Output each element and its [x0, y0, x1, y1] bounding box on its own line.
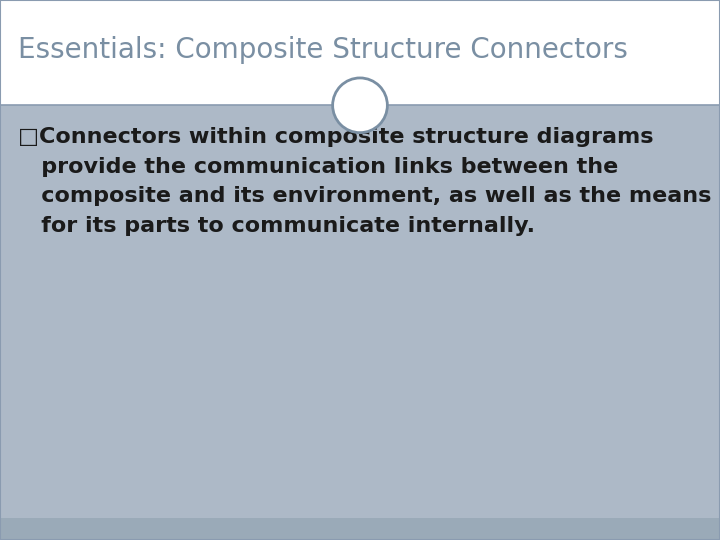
Ellipse shape — [333, 78, 387, 133]
Text: Essentials: Composite Structure Connectors: Essentials: Composite Structure Connecto… — [18, 36, 628, 64]
Bar — [0, 105, 720, 518]
Text: □Connectors within composite structure diagrams
   provide the communication lin: □Connectors within composite structure d… — [18, 127, 711, 235]
Bar — [0, 518, 720, 540]
Bar — [0, 0, 720, 105]
